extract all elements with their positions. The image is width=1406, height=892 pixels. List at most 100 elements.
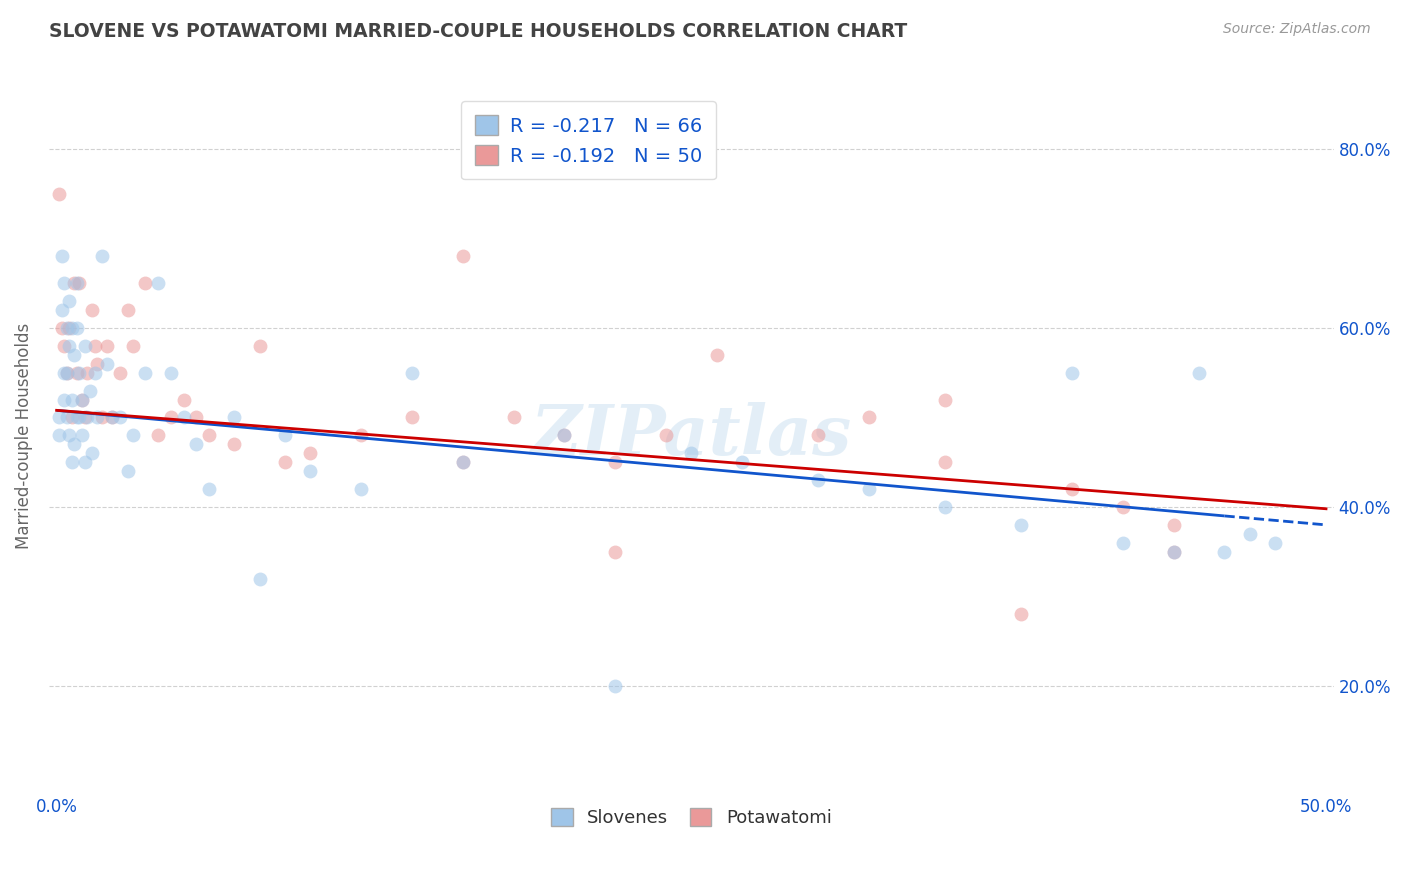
Point xyxy=(1163,545,1185,559)
Point xyxy=(53,277,76,291)
Point xyxy=(731,455,754,469)
Text: ZIPatlas: ZIPatlas xyxy=(530,401,852,469)
Point xyxy=(1188,366,1211,380)
Point xyxy=(553,428,575,442)
Point xyxy=(807,473,830,487)
Point xyxy=(101,410,124,425)
Legend: Slovenes, Potawatomi: Slovenes, Potawatomi xyxy=(544,801,839,834)
Point xyxy=(108,366,131,380)
Point xyxy=(655,428,678,442)
Point xyxy=(66,410,89,425)
Point xyxy=(681,446,703,460)
Point xyxy=(146,277,169,291)
Point xyxy=(858,482,880,496)
Point xyxy=(66,277,89,291)
Point xyxy=(401,410,423,425)
Point xyxy=(605,679,627,693)
Point xyxy=(96,339,118,353)
Point xyxy=(1163,517,1185,532)
Point xyxy=(67,410,90,425)
Point xyxy=(55,366,77,380)
Point xyxy=(451,455,474,469)
Point xyxy=(63,277,86,291)
Point xyxy=(55,366,77,380)
Point xyxy=(934,455,956,469)
Point xyxy=(1062,482,1084,496)
Point xyxy=(96,357,118,371)
Point xyxy=(48,410,70,425)
Point xyxy=(186,410,208,425)
Point xyxy=(53,339,76,353)
Point xyxy=(60,455,83,469)
Point xyxy=(58,339,80,353)
Point xyxy=(58,321,80,335)
Point xyxy=(198,428,221,442)
Point xyxy=(934,500,956,514)
Point xyxy=(101,410,124,425)
Point xyxy=(82,446,104,460)
Point xyxy=(134,277,156,291)
Point xyxy=(86,357,108,371)
Point xyxy=(706,348,728,362)
Point xyxy=(160,410,183,425)
Point xyxy=(186,437,208,451)
Point xyxy=(1213,545,1236,559)
Point xyxy=(121,428,143,442)
Point xyxy=(117,464,139,478)
Point xyxy=(76,366,98,380)
Point xyxy=(299,464,322,478)
Point xyxy=(79,384,101,398)
Y-axis label: Married-couple Households: Married-couple Households xyxy=(15,322,32,549)
Point xyxy=(70,428,93,442)
Point xyxy=(83,366,105,380)
Point xyxy=(67,277,90,291)
Point xyxy=(134,366,156,380)
Point xyxy=(1010,517,1032,532)
Point xyxy=(86,410,108,425)
Text: SLOVENE VS POTAWATOMI MARRIED-COUPLE HOUSEHOLDS CORRELATION CHART: SLOVENE VS POTAWATOMI MARRIED-COUPLE HOU… xyxy=(49,22,907,41)
Point xyxy=(53,392,76,407)
Point xyxy=(117,303,139,318)
Point xyxy=(249,339,271,353)
Point xyxy=(350,482,373,496)
Point xyxy=(51,321,73,335)
Point xyxy=(1163,545,1185,559)
Point xyxy=(1239,526,1261,541)
Point xyxy=(73,339,96,353)
Point xyxy=(1112,500,1135,514)
Point xyxy=(274,455,297,469)
Point xyxy=(553,428,575,442)
Point xyxy=(224,410,246,425)
Point xyxy=(858,410,880,425)
Point xyxy=(60,410,83,425)
Point xyxy=(67,366,90,380)
Point xyxy=(91,410,114,425)
Point xyxy=(934,392,956,407)
Point xyxy=(451,249,474,263)
Text: Source: ZipAtlas.com: Source: ZipAtlas.com xyxy=(1223,22,1371,37)
Point xyxy=(73,410,96,425)
Point xyxy=(274,428,297,442)
Point xyxy=(51,249,73,263)
Point xyxy=(73,455,96,469)
Point xyxy=(807,428,830,442)
Point xyxy=(249,572,271,586)
Point xyxy=(66,321,89,335)
Point xyxy=(48,428,70,442)
Point xyxy=(58,294,80,309)
Point xyxy=(350,428,373,442)
Point xyxy=(121,339,143,353)
Point xyxy=(55,410,77,425)
Point xyxy=(60,392,83,407)
Point xyxy=(66,366,89,380)
Point xyxy=(198,482,221,496)
Point xyxy=(70,392,93,407)
Point xyxy=(451,455,474,469)
Point xyxy=(91,249,114,263)
Point xyxy=(173,410,195,425)
Point xyxy=(1062,366,1084,380)
Point xyxy=(1112,535,1135,549)
Point xyxy=(299,446,322,460)
Point xyxy=(51,303,73,318)
Point xyxy=(83,339,105,353)
